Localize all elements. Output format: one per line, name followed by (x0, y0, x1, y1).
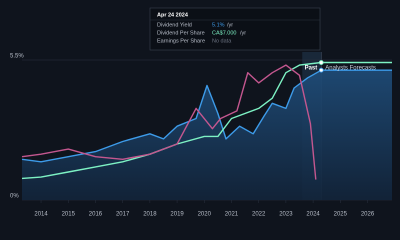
annotation: Past (305, 66, 318, 72)
x-tick-label: 2022 (252, 212, 266, 218)
tooltip-date: Apr 24 2024 (157, 12, 189, 18)
x-tick-label: 2016 (89, 212, 103, 218)
x-tick-label: 2020 (198, 212, 212, 218)
tooltip-label: Dividend Yield (157, 22, 192, 28)
annotation: Analysts Forecasts (325, 66, 376, 72)
x-tick-label: 2014 (34, 212, 48, 218)
x-tick-label: 2026 (361, 212, 375, 218)
area (22, 70, 392, 200)
tooltip-value: 5.1% (212, 22, 225, 28)
y-tick-label: 5.5% (10, 54, 24, 60)
tooltip-value: CA$7.000 (212, 30, 236, 36)
x-tick-label: 2023 (279, 212, 293, 218)
tooltip: Apr 24 2024 Dividend Yield Dividend Per … (149, 7, 321, 51)
point-marker (318, 67, 324, 73)
point-marker (318, 60, 324, 65)
x-tick-label: 2021 (225, 212, 239, 218)
tooltip-unit: /yr (240, 30, 246, 36)
x-tick-label: 2018 (143, 212, 157, 218)
tooltip-value: No data (212, 38, 232, 44)
x-tick-label: 2019 (170, 212, 184, 218)
tooltip-label: Earnings Per Share (157, 38, 205, 44)
x-tick-label: 2025 (334, 212, 348, 218)
tooltip-unit: /yr (227, 22, 233, 28)
y-tick-label: 0% (10, 194, 19, 200)
line (21, 61, 392, 180)
x-tick-label: 2024 (306, 212, 320, 218)
x-tick-label: 2015 (62, 212, 76, 218)
line (21, 69, 392, 163)
tooltip-box (149, 7, 321, 51)
tooltip-label: Dividend Per Share (157, 30, 205, 36)
line (21, 64, 317, 180)
x-tick-label: 2017 (116, 212, 130, 218)
chart: 5.5% 0% 2014 2015 2016 2017 2018 2019 2020 2021 20… (10, 7, 392, 218)
